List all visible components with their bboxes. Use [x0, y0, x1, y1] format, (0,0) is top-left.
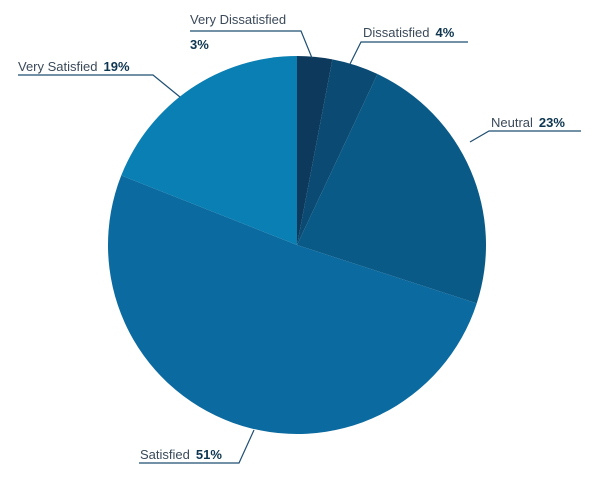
slice-label-very-dissatisfied: Very Dissatisfied — [190, 12, 286, 27]
leader-very-satisfied — [18, 74, 181, 98]
slice-label-satisfied: Satisfied 51% — [140, 447, 222, 462]
leader-satisfied — [139, 429, 255, 464]
leader-dissatisfied — [349, 41, 468, 65]
leader-very-dissatisfied — [190, 30, 313, 59]
slice-value-very-dissatisfied: 3% — [190, 37, 209, 52]
slice-label-neutral: Neutral 23% — [491, 115, 565, 130]
pie-slices — [107, 56, 486, 435]
slice-label-dissatisfied: Dissatisfied 4% — [363, 25, 455, 40]
slice-very-satisfied — [121, 56, 297, 245]
slice-very-dissatisfied — [297, 56, 333, 245]
leader-neutral — [469, 130, 581, 143]
slice-label-very-satisfied: Very Satisfied 19% — [18, 59, 130, 74]
slice-dissatisfied — [297, 59, 378, 245]
slice-satisfied — [107, 175, 477, 435]
slice-neutral — [297, 73, 486, 304]
